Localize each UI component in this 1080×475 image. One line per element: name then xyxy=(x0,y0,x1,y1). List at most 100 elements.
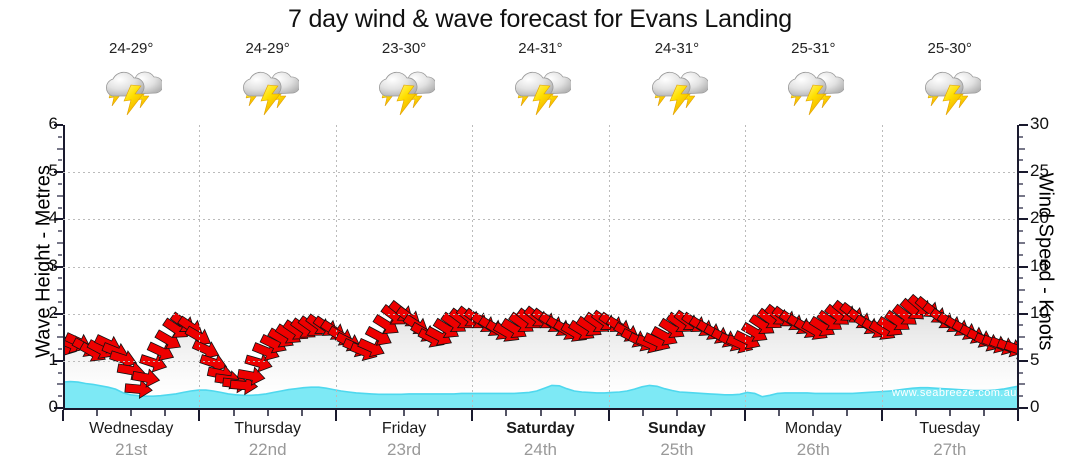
day-header-monday: 25-31° xyxy=(745,40,881,122)
x-minor-tick xyxy=(948,410,951,416)
left-major-tick xyxy=(54,265,63,268)
left-tick-label: 0 xyxy=(48,397,58,416)
right-tick-label: 5 xyxy=(1030,349,1040,369)
day-date: 22nd xyxy=(248,440,287,459)
day-footer-saturday: Saturday 24th xyxy=(472,418,608,473)
day-name: Thursday xyxy=(234,420,301,437)
left-major-tick xyxy=(54,124,63,126)
x-minor-tick xyxy=(164,410,167,416)
thunderstorm-icon xyxy=(106,71,163,116)
right-minor-tick xyxy=(1019,159,1023,162)
left-minor-tick xyxy=(57,289,63,292)
day-footer-sunday: Sunday 25th xyxy=(609,418,745,473)
left-axis-title: Wave Height - Metres xyxy=(32,165,55,358)
x-minor-tick xyxy=(232,410,235,416)
thunderstorm-icon xyxy=(242,71,299,116)
x-minor-tick xyxy=(675,410,678,416)
gridline-v xyxy=(335,125,337,408)
day-footer-friday: Friday 23rd xyxy=(336,418,472,473)
temperature-range: 25-31° xyxy=(791,40,836,57)
day-header-saturday: 24-31° xyxy=(472,40,608,122)
day-date: 27th xyxy=(933,440,967,459)
wave-height-line xyxy=(63,380,1018,398)
day-date: 25th xyxy=(660,440,694,459)
right-minor-tick xyxy=(1019,253,1023,256)
x-minor-tick xyxy=(710,410,713,416)
wind-arrow xyxy=(191,339,220,360)
wind-arrow xyxy=(372,313,399,335)
x-minor-tick xyxy=(130,410,133,416)
right-major-tick xyxy=(1019,218,1028,221)
x-minor-tick xyxy=(96,410,99,416)
left-minor-tick xyxy=(58,230,62,233)
x-minor-tick xyxy=(573,410,576,416)
left-minor-tick xyxy=(57,383,63,386)
temperature-range: 24-31° xyxy=(518,40,563,57)
day-name: Saturday xyxy=(506,420,575,437)
left-minor-tick xyxy=(58,371,62,374)
temperature-range: 23-30° xyxy=(381,40,427,57)
left-tick-label: 5 xyxy=(48,161,58,181)
day-footer-monday: Monday 26th xyxy=(745,418,881,473)
x-minor-tick xyxy=(368,410,371,416)
temperature-range: 25-30° xyxy=(927,40,972,57)
day-footer-thursday: Thursday 22nd xyxy=(199,418,335,473)
right-minor-tick xyxy=(1019,336,1025,339)
right-minor-tick xyxy=(1019,182,1023,185)
right-major-tick xyxy=(1019,171,1028,174)
x-minor-tick xyxy=(778,410,781,416)
x-minor-tick xyxy=(539,410,542,416)
right-major-tick xyxy=(1019,407,1028,409)
right-minor-tick xyxy=(1019,147,1025,150)
left-tick-label: 6 xyxy=(48,114,58,133)
right-tick-label: 10 xyxy=(1030,302,1049,322)
day-footer-tuesday: Tuesday 27th xyxy=(882,418,1018,473)
day-footer-wednesday: Wednesday 21st xyxy=(63,418,199,473)
x-minor-tick xyxy=(266,410,269,416)
left-minor-tick xyxy=(58,159,62,162)
day-header-thursday: 24-29° xyxy=(199,40,335,122)
right-tick-label: 15 xyxy=(1030,255,1049,275)
right-minor-tick xyxy=(1019,230,1023,233)
x-major-tick xyxy=(607,410,610,421)
day-header-friday: 23-30° xyxy=(336,40,472,122)
gridline-v xyxy=(608,125,610,408)
day-header-tuesday: 25-30° xyxy=(882,40,1018,122)
day-footer-strip: Wednesday 21st Thursday 22nd Friday 23rd Satur… xyxy=(63,418,1018,473)
right-major-tick xyxy=(1019,312,1028,315)
left-tick-label: 4 xyxy=(48,208,58,228)
left-minor-tick xyxy=(58,182,62,185)
gridline-h xyxy=(63,360,1018,362)
thunderstorm-icon xyxy=(515,71,572,116)
x-major-tick xyxy=(198,410,201,421)
temperature-range: 24-29° xyxy=(245,40,290,57)
right-tick-label: 0 xyxy=(1030,397,1040,416)
left-minor-tick xyxy=(58,395,62,398)
left-major-tick xyxy=(54,312,63,315)
x-minor-tick xyxy=(437,410,440,416)
left-minor-tick xyxy=(58,206,62,209)
right-minor-tick xyxy=(1019,277,1023,280)
left-major-tick xyxy=(54,359,63,362)
thunderstorm-icon xyxy=(379,71,436,116)
thunderstorm-icon xyxy=(924,71,981,116)
right-tick-label: 25 xyxy=(1030,161,1049,181)
right-major-tick xyxy=(1019,359,1028,362)
left-minor-tick xyxy=(57,147,63,150)
x-minor-tick xyxy=(641,410,644,416)
right-axis-title: Wind Speed - Knots xyxy=(1034,172,1057,351)
thunderstorm-icon xyxy=(651,71,708,116)
gridline-h xyxy=(63,313,1018,315)
left-minor-tick xyxy=(58,324,62,327)
day-date: 23rd xyxy=(387,440,422,459)
left-tick-label: 3 xyxy=(48,255,58,275)
day-name: Friday xyxy=(381,420,427,437)
wind-arrow-group xyxy=(63,293,1018,400)
x-minor-tick xyxy=(914,410,917,416)
day-date: 21st xyxy=(115,440,148,459)
temperature-range: 24-31° xyxy=(654,40,700,57)
x-major-tick xyxy=(744,410,747,421)
forecast-plot-svg xyxy=(63,293,1018,408)
x-major-tick xyxy=(471,410,474,421)
